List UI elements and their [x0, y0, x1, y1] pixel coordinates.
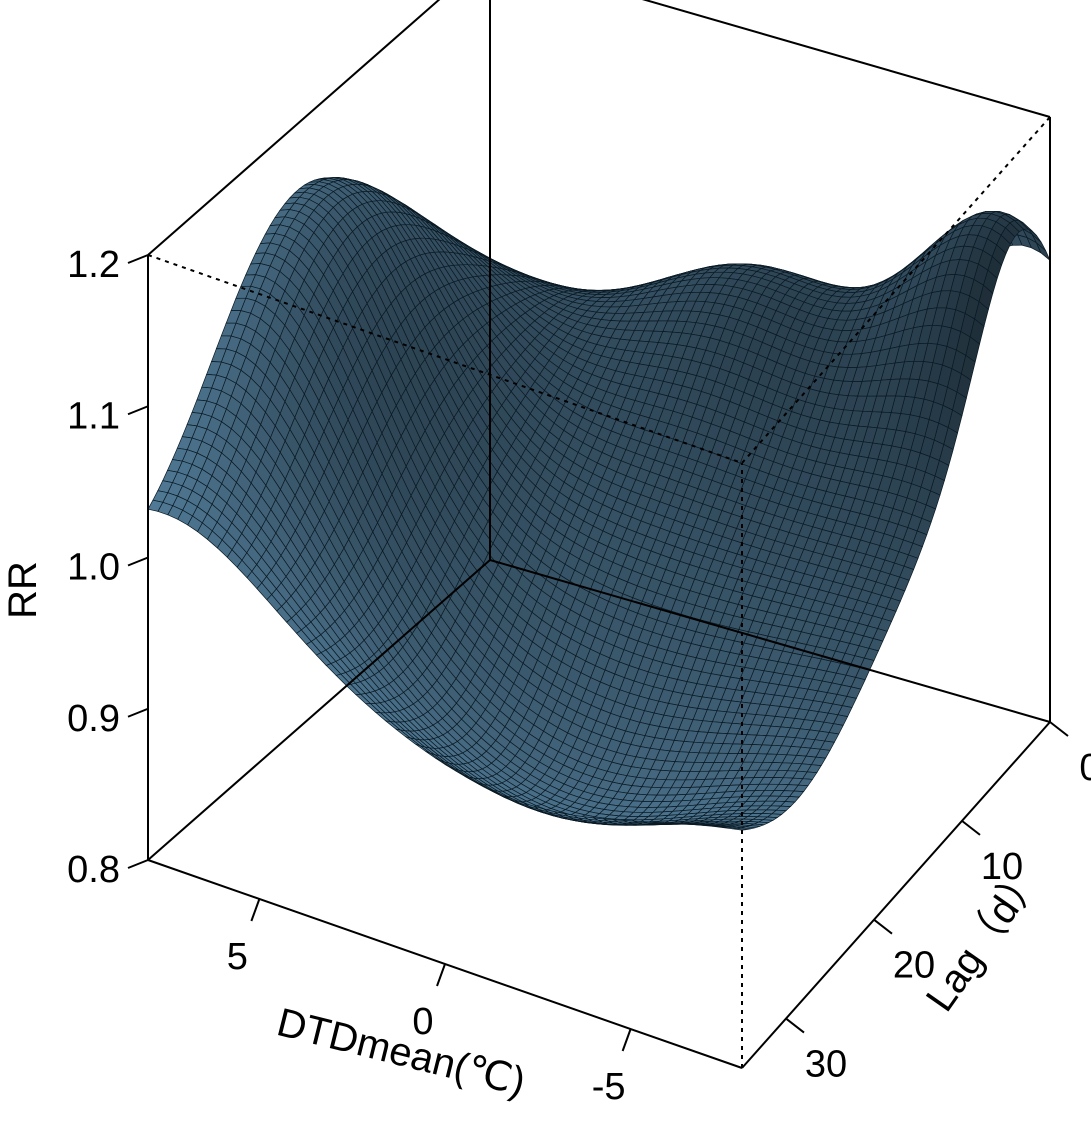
z-tick-mark [127, 859, 149, 869]
z-tick-mark [127, 707, 149, 718]
x-tick-mark [436, 963, 446, 987]
z-tick-label: 1.1 [67, 395, 120, 437]
lag-tick-label: 30 [805, 1044, 847, 1086]
z-tick-label: 1.0 [67, 547, 120, 589]
z-tick-label: 0.9 [67, 698, 120, 740]
lag-tick-mark [1049, 721, 1069, 737]
lag-tick-mark [785, 1017, 805, 1034]
z-axis-title: RR [1, 561, 45, 619]
z-axis: 1.2 1.1 1.0 0.9 0.8 RR [1, 244, 149, 891]
x-tick-mark [250, 898, 261, 922]
lag-tick-mark [873, 918, 893, 935]
x-axis: 50-5 DTDmean(℃) [227, 898, 632, 1108]
box-edge [641, 0, 1051, 118]
z-tick-label: 1.2 [67, 244, 120, 286]
z-tick-label: 0.8 [67, 849, 120, 891]
x-axis-title: DTDmean(℃) [273, 1000, 530, 1104]
z-tick-mark [127, 254, 149, 264]
x-tick-label: -5 [592, 1066, 626, 1108]
x-tick-label: 5 [227, 936, 248, 978]
x-tick-mark [621, 1028, 632, 1052]
z-tick-mark [127, 405, 149, 416]
lag-tick-label: 0 [1079, 747, 1091, 789]
z-axis-ticks: 1.2 1.1 1.0 0.9 0.8 [67, 244, 149, 891]
lag-tick-mark [961, 820, 981, 836]
z-tick-mark [127, 556, 149, 567]
rr-surface [147, 177, 1051, 831]
